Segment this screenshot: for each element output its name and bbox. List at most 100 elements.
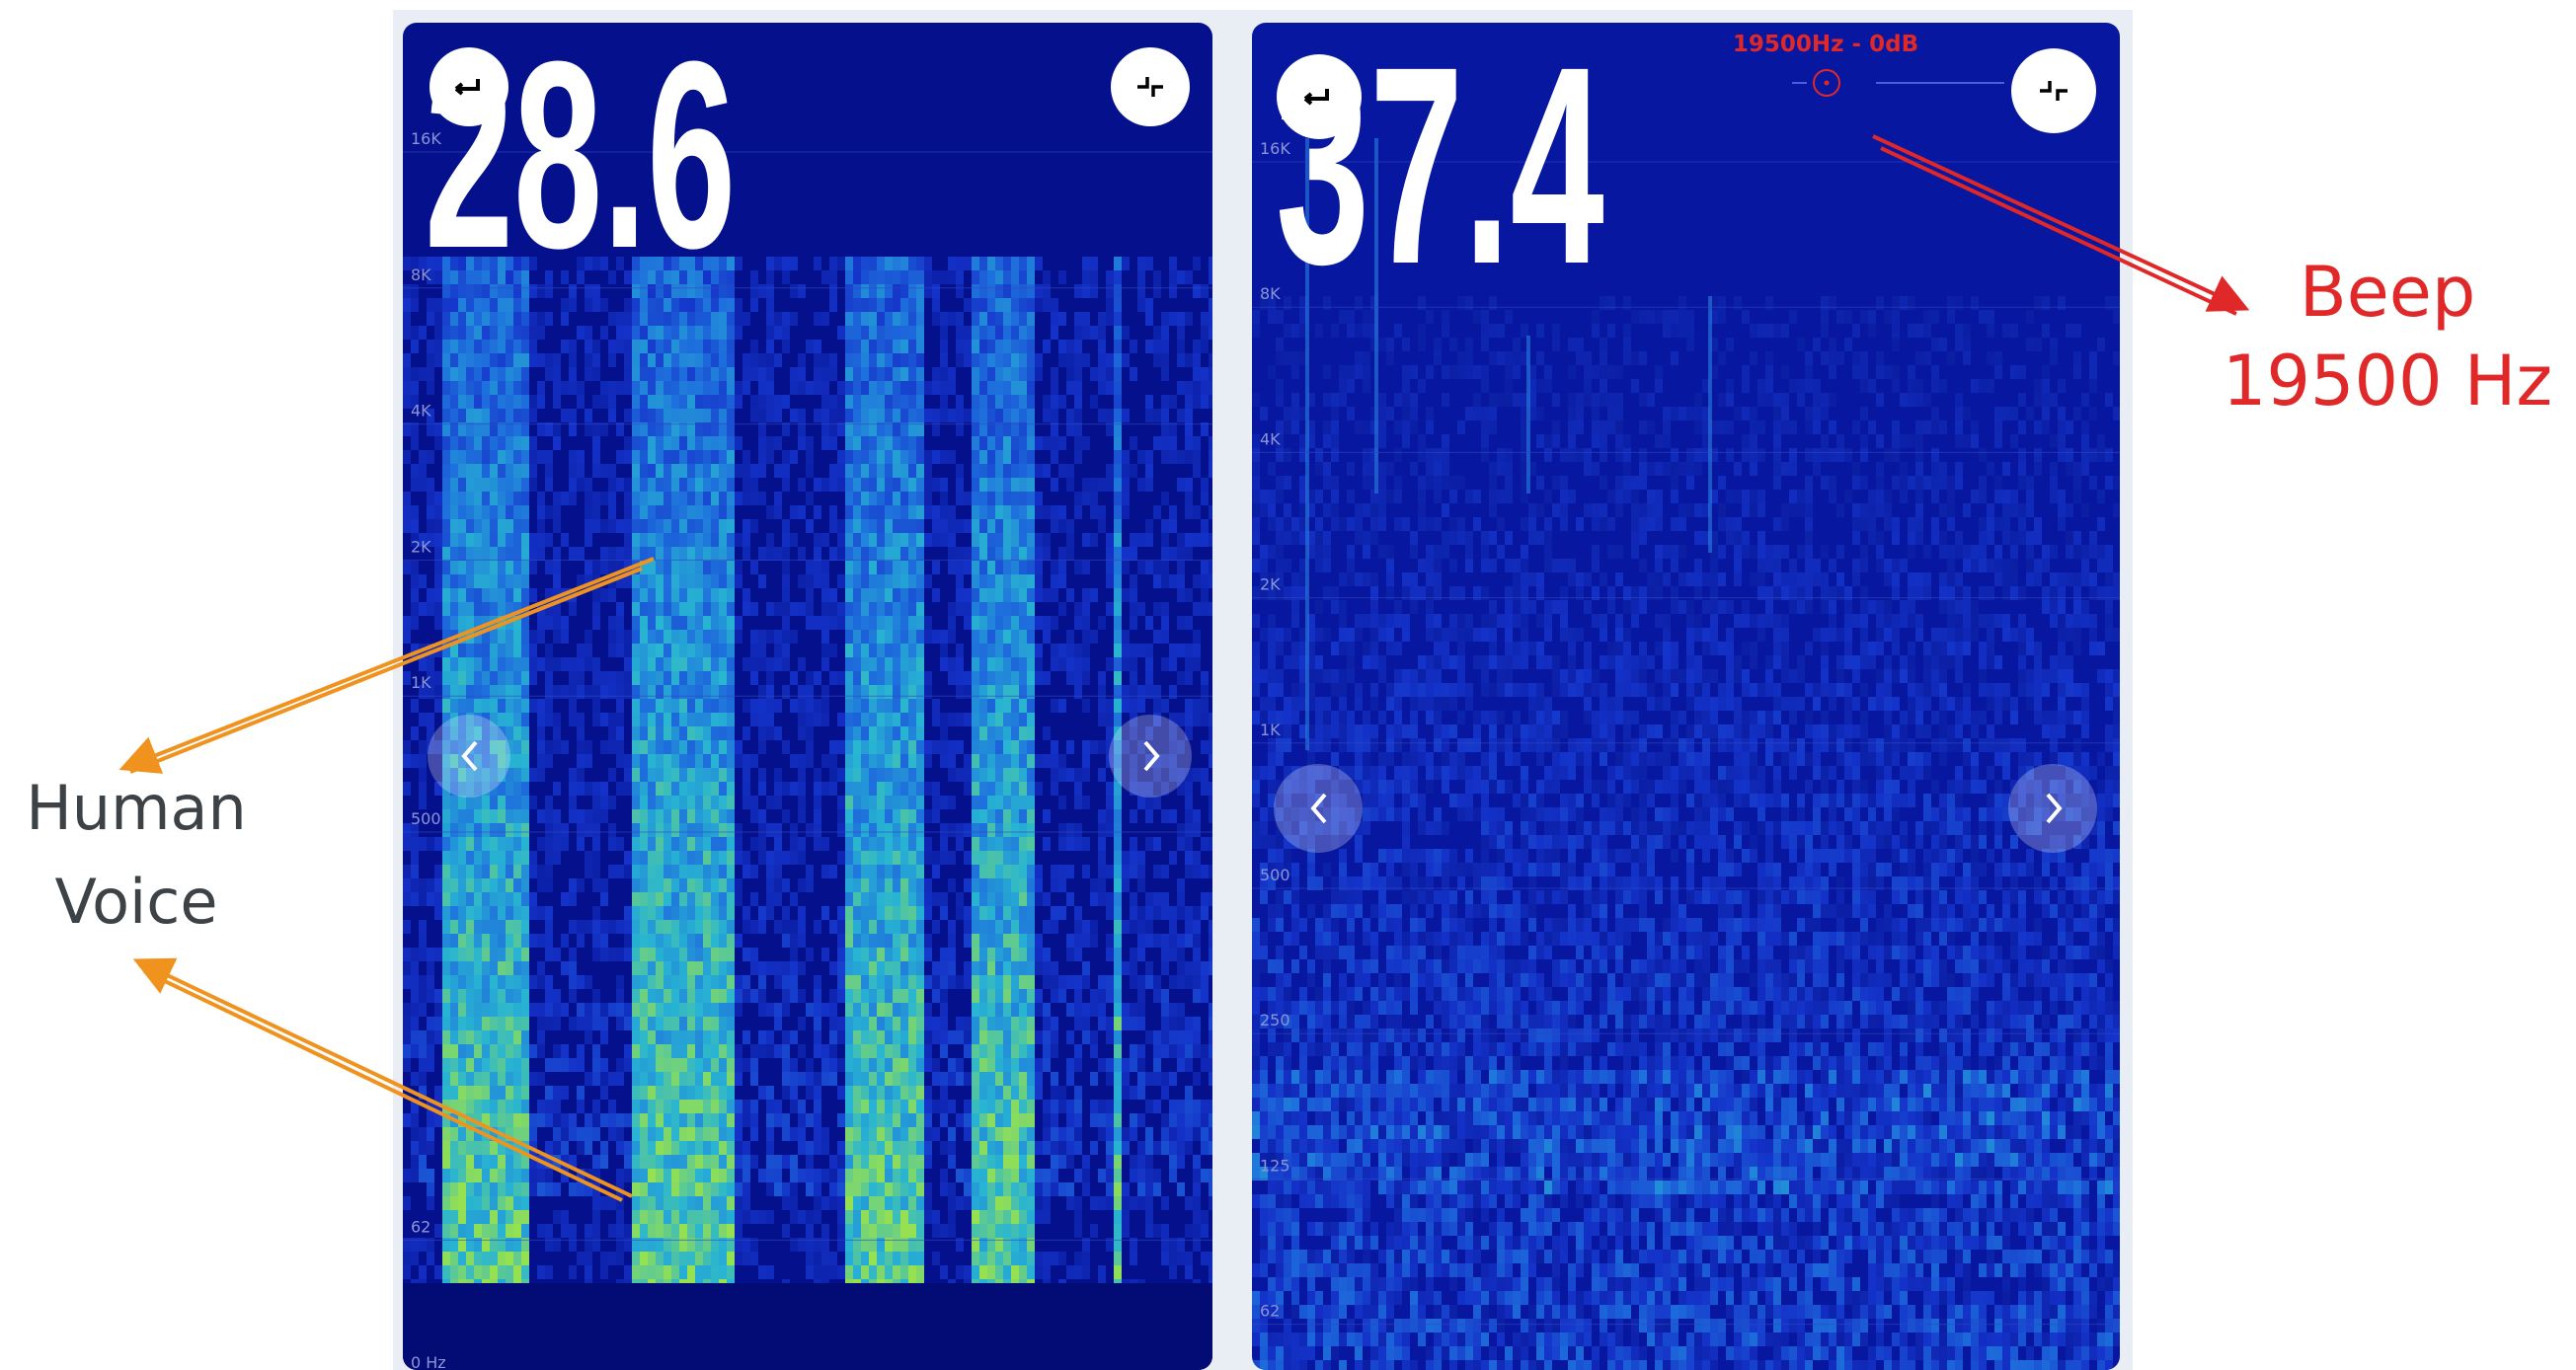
spectrogram-cell	[885, 353, 893, 367]
spectrogram-cell	[600, 713, 608, 726]
spectrogram-cell	[553, 574, 561, 588]
spectrogram-cell	[940, 492, 948, 505]
spectrogram-cell	[466, 326, 474, 340]
spectrogram-cell	[687, 464, 695, 478]
spectrogram-cell	[806, 1086, 814, 1100]
spectrogram-cell	[932, 920, 940, 934]
spectrogram-cell	[664, 1141, 671, 1155]
spectrogram-cell	[648, 837, 656, 851]
spectrogram-cell	[545, 713, 553, 726]
spectrogram-cell	[885, 892, 893, 906]
spectrogram-cell	[869, 257, 877, 270]
spectrogram-cell	[877, 1072, 885, 1086]
spectrogram-cell	[924, 754, 932, 768]
spectrogram-cell	[719, 657, 727, 671]
spectrogram-cell	[664, 657, 671, 671]
spectrogram-cell	[600, 547, 608, 561]
spectrogram-cell	[521, 326, 529, 340]
spectrogram-cell	[948, 740, 956, 754]
spectrogram-cell	[829, 270, 837, 284]
spectrogram-cell	[458, 1072, 466, 1086]
spectrogram-cell	[766, 1155, 774, 1169]
spectrogram-cell	[774, 464, 782, 478]
spectrogram-cell	[529, 1072, 537, 1086]
spectrogram-cell	[695, 671, 703, 685]
spectrogram-cell	[758, 492, 766, 505]
spectrogram-cell	[1003, 505, 1011, 519]
spectrogram-cell	[648, 478, 656, 492]
spectrogram-cell	[719, 464, 727, 478]
spectrogram-cell	[932, 1017, 940, 1030]
spectrogram-cell	[1051, 644, 1058, 657]
spectrogram-cell	[458, 878, 466, 892]
spectrogram-cell	[853, 961, 861, 975]
spectrogram-cell	[466, 602, 474, 616]
spectrogram-cell	[877, 1100, 885, 1113]
spectrogram-cell	[458, 644, 466, 657]
spectrogram-cell	[924, 464, 932, 478]
spectrogram-cell	[1058, 1182, 1066, 1196]
spectrogram-cell	[806, 1155, 814, 1169]
spectrogram-cell	[545, 657, 553, 671]
spectrogram-cell	[1027, 616, 1035, 630]
spectrogram-cell	[885, 257, 893, 270]
spectrogram-cell	[537, 1072, 545, 1086]
spectrogram-cell	[656, 1252, 664, 1265]
spectrogram-cell	[837, 1058, 845, 1072]
spectrogram-cell	[521, 796, 529, 809]
spectrogram-cell	[750, 519, 758, 533]
spectrogram-cell	[742, 381, 750, 395]
spectrogram-cell	[908, 699, 916, 713]
spectrogram-cell	[845, 367, 853, 381]
spectrogram-cell	[664, 395, 671, 409]
spectrogram-cell	[924, 1058, 932, 1072]
spectrogram-cell	[442, 492, 450, 505]
spectrogram-cell	[1003, 1044, 1011, 1058]
spectrogram-cell	[656, 630, 664, 644]
spectrogram-cell	[916, 892, 924, 906]
spectrogram-cell	[900, 1113, 908, 1127]
spectrogram-cell	[671, 547, 679, 561]
spectrogram-cell	[553, 1044, 561, 1058]
spectrogram-cell	[482, 1169, 490, 1182]
spectrogram-cell	[490, 1196, 498, 1210]
spectrogram-cell	[758, 726, 766, 740]
spectrogram-cell	[885, 782, 893, 796]
spectrogram-cell	[466, 505, 474, 519]
spectrogram-cell	[561, 823, 569, 837]
spectrogram-cell	[1082, 740, 1090, 754]
spectrogram-cell	[664, 782, 671, 796]
spectrogram-cell	[1027, 298, 1035, 312]
spectrogram-cell	[632, 644, 640, 657]
spectrogram-cell	[1011, 1252, 1019, 1265]
spectrogram-cell	[592, 1058, 600, 1072]
spectrogram-cell	[608, 1252, 616, 1265]
spectrogram-cell	[893, 1169, 900, 1182]
spectrogram-cell	[1003, 989, 1011, 1003]
spectrogram-cell	[1043, 547, 1051, 561]
spectrogram-cell	[695, 726, 703, 740]
spectrogram-cell	[466, 699, 474, 713]
spectrogram-cell	[498, 920, 506, 934]
spectrogram-cell	[1058, 1252, 1066, 1265]
spectrogram-cell	[671, 1169, 679, 1182]
spectrogram-cell	[490, 478, 498, 492]
spectrogram-cell	[458, 1210, 466, 1224]
spectrogram-cell	[411, 754, 419, 768]
spectrogram-cell	[727, 588, 735, 602]
spectrogram-cell	[671, 644, 679, 657]
spectrogram-cell	[908, 1265, 916, 1279]
spectrogram-cell	[861, 353, 869, 367]
spectrogram-cell	[624, 644, 632, 657]
spectrogram-cell	[1074, 975, 1082, 989]
spectrogram-cell	[664, 561, 671, 574]
spectrogram-cell	[908, 754, 916, 768]
spectrogram-cell	[1011, 588, 1019, 602]
spectrogram-cell	[837, 450, 845, 464]
spectrogram-cell	[671, 505, 679, 519]
spectrogram-cell	[861, 782, 869, 796]
spectrogram-cell	[403, 616, 411, 630]
spectrogram-cell	[1003, 961, 1011, 975]
spectrogram-cell	[719, 961, 727, 975]
spectrogram-cell	[798, 353, 806, 367]
